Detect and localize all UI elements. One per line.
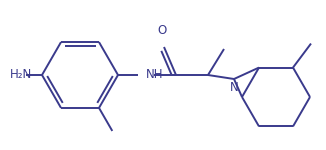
Text: O: O xyxy=(157,24,167,37)
Text: NH: NH xyxy=(146,69,164,81)
Text: N: N xyxy=(230,81,238,94)
Text: H₂N: H₂N xyxy=(10,69,32,81)
